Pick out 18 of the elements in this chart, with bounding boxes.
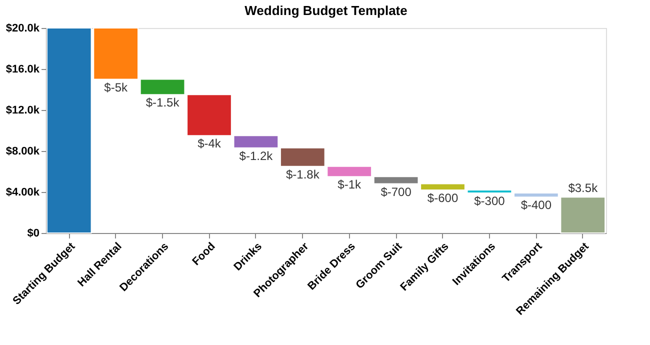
data-label: $-400	[520, 198, 552, 212]
y-tick-label: $20.0k	[6, 22, 40, 34]
y-tick-label: $4.00k	[6, 186, 40, 198]
y-tick-label: $8.00k	[6, 146, 40, 158]
data-label: $-1.2k	[239, 148, 274, 163]
y-tick-label: $0	[27, 228, 40, 240]
data-label: $-700	[380, 184, 412, 199]
data-label: $3.5k	[568, 181, 599, 196]
y-tick-label: $12.0k	[6, 104, 40, 116]
data-label: $-1k	[338, 178, 362, 192]
y-tick-label: $16.0k	[6, 64, 40, 76]
data-label: $-1.8k	[286, 167, 320, 182]
data-label: $-300	[474, 194, 506, 208]
chart-title: Wedding Budget Template	[244, 3, 408, 18]
data-label: $-1.5k	[146, 96, 180, 110]
data-label: $-600	[427, 190, 458, 205]
data-label: $-4k	[198, 136, 222, 151]
data-label: $-5k	[104, 80, 128, 94]
